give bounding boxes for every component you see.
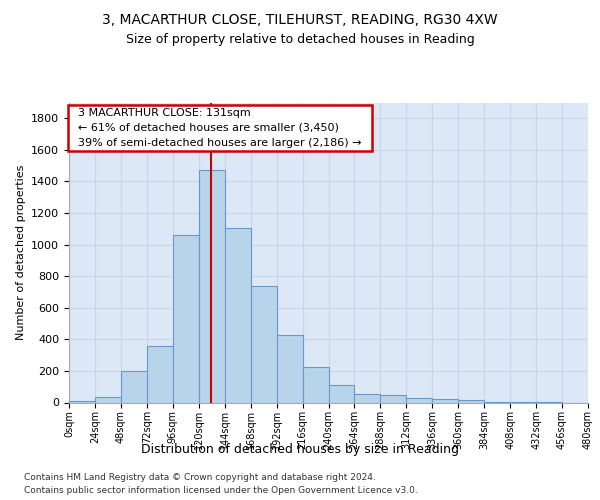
Text: 3, MACARTHUR CLOSE, TILEHURST, READING, RG30 4XW: 3, MACARTHUR CLOSE, TILEHURST, READING, … bbox=[102, 12, 498, 26]
Bar bbox=[432, 400, 458, 402]
Bar bbox=[173, 235, 199, 402]
Text: Distribution of detached houses by size in Reading: Distribution of detached houses by size … bbox=[141, 442, 459, 456]
Bar bbox=[406, 398, 432, 402]
Bar bbox=[251, 286, 277, 403]
Bar bbox=[69, 401, 95, 402]
Text: Size of property relative to detached houses in Reading: Size of property relative to detached ho… bbox=[125, 32, 475, 46]
Bar bbox=[199, 170, 224, 402]
Bar bbox=[302, 367, 329, 402]
Bar bbox=[380, 396, 406, 402]
Text: Contains HM Land Registry data © Crown copyright and database right 2024.: Contains HM Land Registry data © Crown c… bbox=[24, 472, 376, 482]
Bar bbox=[121, 371, 147, 402]
Bar bbox=[329, 385, 355, 402]
Bar bbox=[458, 400, 484, 402]
Bar bbox=[225, 228, 251, 402]
Bar bbox=[147, 346, 173, 403]
Y-axis label: Number of detached properties: Number of detached properties bbox=[16, 165, 26, 340]
Text: 3 MACARTHUR CLOSE: 131sqm
  ← 61% of detached houses are smaller (3,450)
  39% o: 3 MACARTHUR CLOSE: 131sqm ← 61% of detac… bbox=[71, 108, 368, 148]
Text: Contains public sector information licensed under the Open Government Licence v3: Contains public sector information licen… bbox=[24, 486, 418, 495]
Bar bbox=[277, 334, 302, 402]
Bar bbox=[355, 394, 380, 402]
Bar bbox=[95, 397, 121, 402]
